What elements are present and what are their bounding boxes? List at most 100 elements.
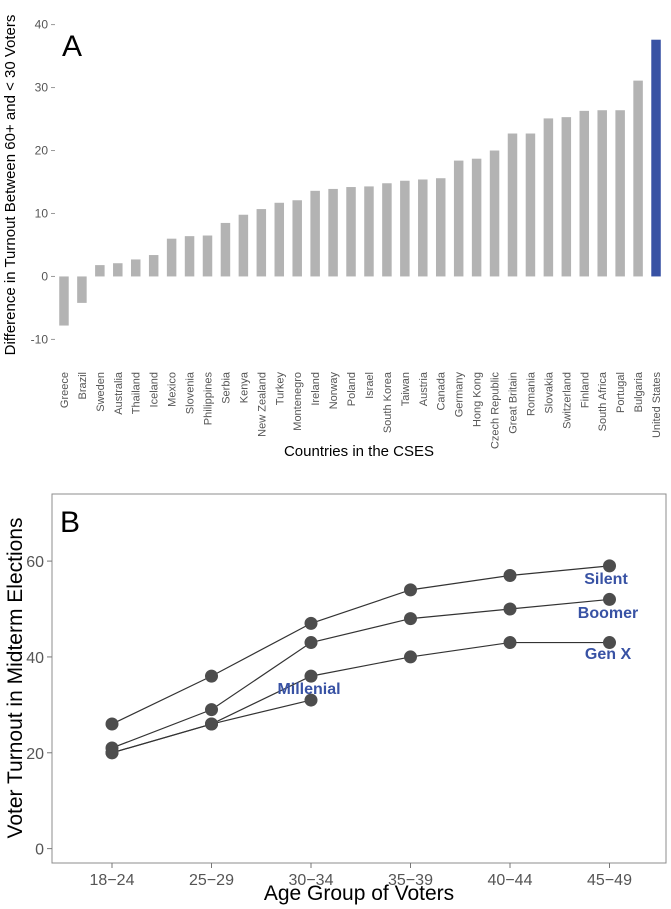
bar-greece — [59, 276, 69, 326]
y-tick-label: 10 — [35, 206, 49, 220]
series-line-gen-x — [111, 641, 610, 754]
panel-b-series — [105, 559, 616, 760]
bar-czech-republic — [489, 150, 500, 277]
x-tick-label-kenya: Kenya — [238, 371, 250, 403]
x-tick-label-poland: Poland — [346, 372, 358, 406]
bar-philippines — [202, 235, 213, 277]
bar-brazil — [77, 276, 87, 303]
bar-switzerland — [561, 117, 572, 277]
bar-united-states — [651, 39, 661, 277]
y-tick-label: 20 — [35, 144, 49, 158]
x-tick-label: 40−44 — [488, 872, 533, 889]
x-tick-label-serbia: Serbia — [220, 371, 232, 404]
bar-finland — [579, 110, 590, 277]
bar-montenegro — [292, 200, 302, 277]
data-point-gen-x — [603, 636, 616, 650]
data-point-boomer — [603, 592, 616, 606]
bar-kenya — [238, 214, 249, 277]
panel-b-series-labels: Silent Boomer Gen X Millenial — [277, 571, 638, 698]
y-tick-label: 0 — [41, 269, 48, 283]
x-tick-label-sweden: Sweden — [95, 372, 107, 412]
panel-b: B 0 20 40 60 18−24 25−29 30−34 35−39 40−44 45−49… — [4, 493, 667, 905]
panel-b-x-ticks: 18−24 25−29 30−34 35−39 40−44 45−49 — [90, 863, 632, 889]
x-tick-label-slovenia: Slovenia — [185, 371, 197, 414]
x-tick-label-germany: Germany — [454, 372, 466, 418]
data-point-boomer — [304, 636, 318, 650]
x-tick-label: 45−49 — [587, 872, 632, 889]
x-tick-label-new-zealand: New Zealand — [256, 372, 268, 437]
bar-romania — [525, 133, 536, 277]
series-line-silent — [111, 565, 610, 725]
data-point-gen-x — [304, 669, 318, 683]
x-tick-label: 30−34 — [289, 872, 334, 889]
panel-b-letter: B — [60, 506, 80, 539]
bar-slovakia — [543, 118, 554, 277]
data-point-millenial — [205, 717, 218, 731]
bar-australia — [113, 263, 123, 277]
series-label-millenial: Millenial — [277, 681, 340, 698]
bar-south-africa — [597, 110, 607, 277]
bar-israel — [364, 186, 374, 277]
series-label-gen-x: Gen X — [585, 646, 632, 663]
x-tick-label-thailand: Thailand — [131, 372, 143, 414]
x-tick-label-czech-republic: Czech Republic — [490, 372, 502, 450]
bar-bulgaria — [633, 80, 643, 277]
x-tick-label-hong-kong: Hong Kong — [472, 372, 484, 427]
bar-mexico — [166, 238, 177, 277]
bar-south-korea — [382, 183, 392, 277]
panel-a-x-ticks: Greece Brazil Sweden Australia Thailand Icela… — [59, 371, 663, 449]
data-point-millenial — [304, 693, 318, 707]
x-tick-label: 35−39 — [388, 872, 433, 889]
bar-sweden — [95, 265, 105, 277]
x-tick-label-mexico: Mexico — [167, 372, 179, 407]
x-tick-label-norway: Norway — [328, 372, 340, 410]
x-tick-label-south-korea: South Korea — [382, 371, 394, 433]
panel-a-y-ticks: -10 0 10 20 30 40 — [31, 18, 55, 346]
y-tick-label: 30 — [35, 81, 49, 95]
bar-ireland — [310, 190, 320, 277]
panel-a-letter: A — [62, 30, 82, 63]
panel-a-x-axis-title: Countries in the CSES — [284, 443, 434, 460]
x-tick-label-south-africa: South Africa — [597, 371, 609, 431]
bar-great-britain — [507, 133, 518, 277]
x-tick-label-switzerland: Switzerland — [561, 372, 573, 429]
panel-a: A -10 0 10 20 30 40 Greece Brazil Sweden Austral… — [2, 15, 663, 460]
series-silent — [105, 559, 616, 731]
data-point-gen-x — [404, 650, 417, 664]
x-tick-label: 18−24 — [90, 872, 135, 889]
x-tick-label-iceland: Iceland — [149, 372, 161, 407]
x-tick-label-finland: Finland — [579, 372, 591, 408]
y-tick-label: 40 — [35, 18, 49, 32]
x-tick-label-united-states: United States — [651, 372, 663, 439]
bar-serbia — [220, 222, 231, 277]
bar-norway — [328, 188, 338, 277]
series-gen-x — [105, 636, 616, 760]
bar-new-zealand — [256, 209, 267, 277]
data-point-silent — [603, 559, 616, 573]
bar-poland — [346, 187, 356, 277]
data-point-silent — [404, 583, 417, 597]
bar-taiwan — [400, 180, 410, 277]
bar-iceland — [148, 255, 159, 277]
x-tick-label-great-britain: Great Britain — [508, 372, 520, 434]
panel-b-y-ticks: 0 20 40 60 — [26, 554, 52, 859]
data-point-silent — [304, 616, 318, 630]
x-tick-label-romania: Romania — [525, 371, 537, 416]
x-tick-label: 25−29 — [189, 872, 234, 889]
data-point-boomer — [503, 602, 517, 616]
panel-b-y-axis-title: Voter Turnout in Midterm Elections — [4, 518, 27, 839]
x-tick-label-portugal: Portugal — [615, 372, 627, 413]
y-tick-label: -10 — [31, 332, 49, 346]
x-tick-label-philippines: Philippines — [203, 372, 215, 426]
bar-germany — [453, 160, 464, 277]
panel-b-frame — [51, 493, 667, 864]
panel-a-y-axis-title: Difference in Turnout Between 60+ and < … — [2, 15, 19, 356]
series-label-boomer: Boomer — [578, 605, 638, 622]
y-tick-label: 40 — [26, 650, 44, 667]
series-millenial — [105, 693, 318, 760]
series-label-silent: Silent — [584, 571, 628, 588]
x-tick-label-montenegro: Montenegro — [292, 372, 304, 431]
panel-b-x-axis-title: Age Group of Voters — [264, 882, 454, 905]
x-tick-label-australia: Australia — [113, 371, 125, 415]
